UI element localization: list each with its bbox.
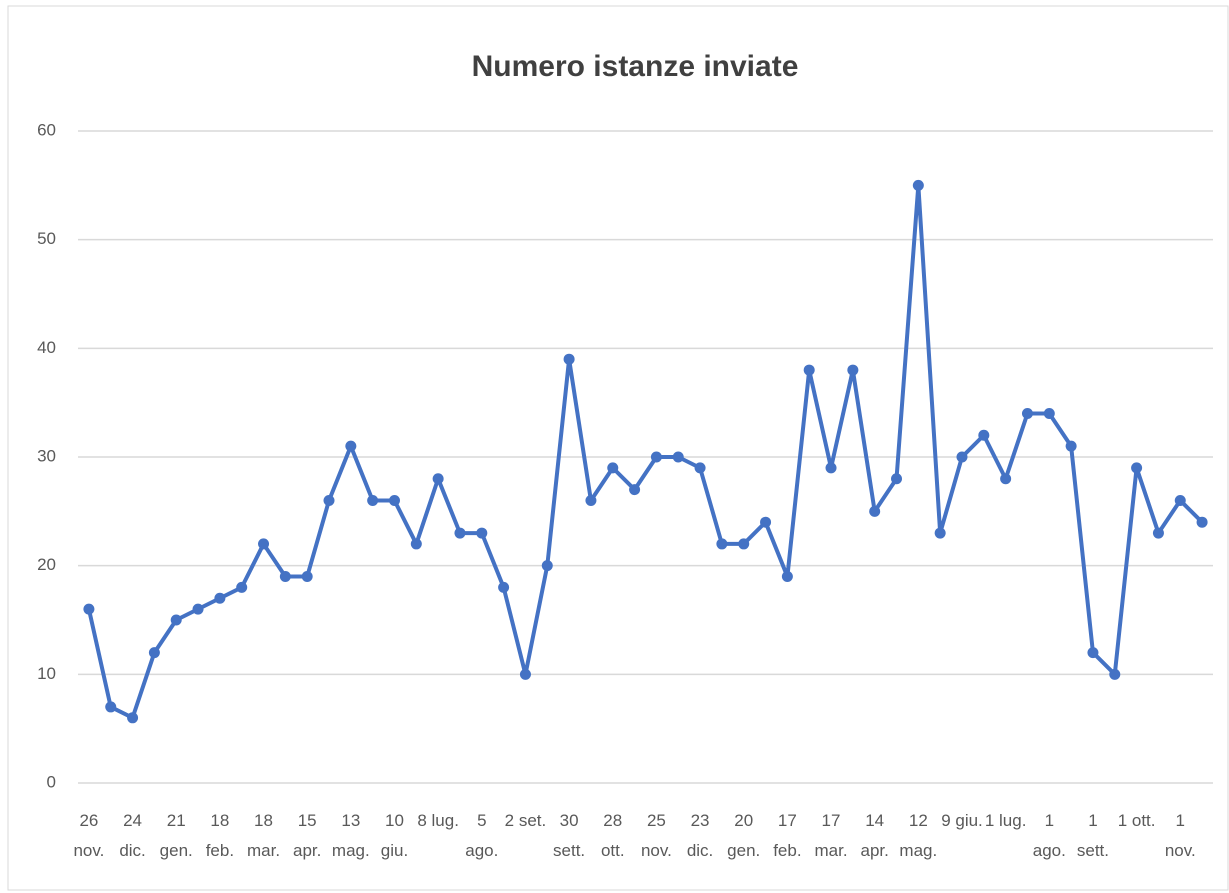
x-tick-label: 5 ago. xyxy=(465,811,499,860)
data-point xyxy=(825,462,837,474)
chart-border xyxy=(7,5,1229,891)
y-tick-label: 40 xyxy=(37,338,56,357)
data-point xyxy=(912,179,924,191)
x-tick-label: 12 mag. xyxy=(899,811,938,860)
data-point xyxy=(345,440,357,452)
x-tick-label: 14 apr. xyxy=(860,811,889,860)
data-point xyxy=(1196,516,1208,528)
data-point xyxy=(847,364,859,376)
data-point xyxy=(891,473,903,485)
data-point xyxy=(192,603,204,615)
data-point xyxy=(454,527,466,539)
x-tick-label: 1 sett. xyxy=(1076,811,1109,860)
data-point xyxy=(629,484,641,496)
x-tick-label: 18 feb. xyxy=(205,811,235,860)
data-point xyxy=(214,592,226,604)
data-point xyxy=(563,353,575,365)
x-tick-label: 30 sett. xyxy=(553,811,586,860)
data-point xyxy=(170,614,182,626)
data-point xyxy=(148,647,160,659)
data-line xyxy=(86,183,1204,720)
data-point xyxy=(301,571,313,583)
data-point xyxy=(236,581,248,593)
data-point xyxy=(432,473,444,485)
data-point xyxy=(869,505,881,517)
data-point xyxy=(388,494,400,506)
data-point xyxy=(607,462,619,474)
y-tick-label: 30 xyxy=(37,446,56,465)
x-tick-label: 21 gen. xyxy=(159,811,193,860)
x-tick-label: 13 mag. xyxy=(331,811,370,860)
x-tick-label: 17 mar. xyxy=(814,811,848,860)
data-point xyxy=(934,527,946,539)
data-point xyxy=(760,516,772,528)
data-point xyxy=(105,701,117,713)
data-point xyxy=(541,560,553,572)
x-tick-label: 23 dic. xyxy=(686,811,714,860)
data-point xyxy=(738,538,750,550)
y-tick-label: 20 xyxy=(37,555,56,574)
y-tick-label: 60 xyxy=(37,120,56,139)
x-tick-label: 20 gen. xyxy=(727,811,761,860)
data-point xyxy=(1152,527,1164,539)
data-point xyxy=(650,451,662,463)
data-point xyxy=(323,494,335,506)
x-tick-label: 2 set. xyxy=(504,811,547,830)
data-point xyxy=(127,712,139,724)
data-point xyxy=(585,494,597,506)
x-tick-label: 1 lug. xyxy=(984,811,1027,830)
x-tick-label: 24 dic. xyxy=(119,811,146,860)
y-tick-label: 0 xyxy=(47,772,56,791)
x-tick-label: 26 nov. xyxy=(73,811,105,860)
data-point xyxy=(716,538,728,550)
data-point xyxy=(1000,473,1012,485)
data-point xyxy=(476,527,488,539)
data-point xyxy=(1043,408,1055,420)
data-point xyxy=(803,364,815,376)
x-tick-label: 18 mar. xyxy=(246,811,281,860)
data-point xyxy=(410,538,422,550)
chart-title: Numero istanze inviate xyxy=(472,50,799,83)
data-point xyxy=(258,538,270,550)
x-tick-label: 17 feb. xyxy=(773,811,802,860)
data-point xyxy=(956,451,968,463)
x-tick-label: 1 ott. xyxy=(1117,811,1156,830)
x-tick-label: 8 lug. xyxy=(417,811,459,830)
data-point xyxy=(1021,408,1033,420)
data-point xyxy=(1087,647,1099,659)
x-tick-label: 1 nov. xyxy=(1164,811,1196,860)
x-tick-label: 15 apr. xyxy=(292,811,322,860)
data-point xyxy=(781,571,793,583)
data-point xyxy=(1065,440,1077,452)
data-point xyxy=(1174,494,1186,506)
x-tick-label: 1 ago. xyxy=(1032,811,1066,860)
data-point xyxy=(498,581,510,593)
x-tick-label: 10 giu. xyxy=(380,811,409,860)
data-point xyxy=(672,451,684,463)
data-point xyxy=(1109,668,1121,680)
data-point xyxy=(978,429,990,441)
x-tick-label: 25 nov. xyxy=(640,811,672,860)
data-point xyxy=(1131,462,1143,474)
y-tick-label: 50 xyxy=(37,229,56,248)
x-tick-label: 9 giu. xyxy=(941,811,983,830)
data-point xyxy=(519,668,531,680)
x-tick-label: 28 ott. xyxy=(600,811,625,860)
data-point xyxy=(367,494,379,506)
data-point xyxy=(83,603,95,615)
y-tick-label: 10 xyxy=(37,664,56,683)
data-point xyxy=(694,462,706,474)
data-point xyxy=(279,571,291,583)
